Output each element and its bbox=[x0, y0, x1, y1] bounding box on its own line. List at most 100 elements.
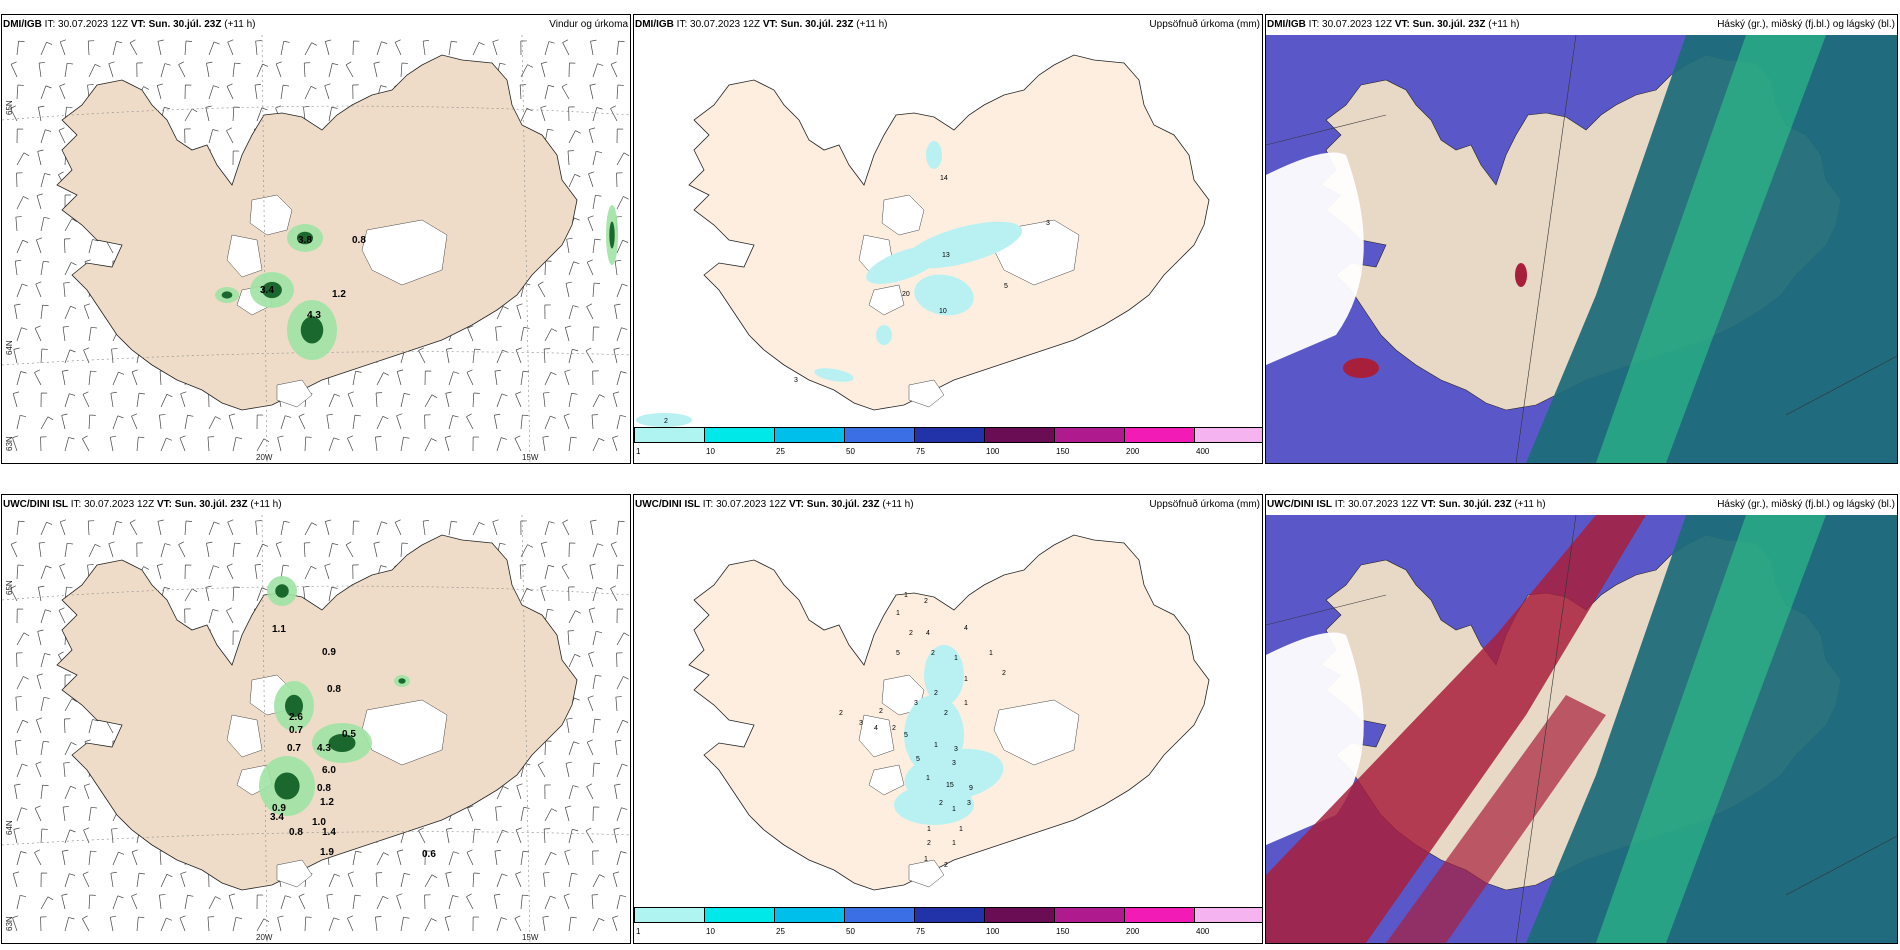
accum-value-label: 2 bbox=[944, 710, 948, 717]
wind-barb-flag bbox=[573, 261, 580, 265]
wind-barb-flag bbox=[595, 674, 602, 677]
coastline bbox=[56, 534, 578, 891]
wind-barb bbox=[585, 350, 594, 364]
wind-barb-flag bbox=[571, 872, 578, 875]
model-name: DMI/IGB bbox=[3, 19, 42, 30]
wind-barb-flag bbox=[334, 393, 341, 397]
wind-barb-flag bbox=[467, 325, 474, 329]
wind-barb-flag bbox=[397, 369, 404, 372]
wind-barb bbox=[35, 283, 42, 298]
precip-value-label: 4.3 bbox=[307, 310, 321, 321]
wind-barb bbox=[61, 415, 66, 430]
wind-barb-flag bbox=[311, 522, 318, 526]
wind-map: 1.1 0.9 0.8 2.6 0.7 0.5 0.7 4.3 6.0 1.2 0.8 0.9 1.0 3… bbox=[2, 515, 630, 943]
wind-barb bbox=[159, 851, 162, 866]
wind-barb bbox=[136, 917, 139, 932]
panel-dmi-wind: DMI/IGB IT: 30.07.2023 12Z VT: Sun. 30.j… bbox=[1, 14, 631, 464]
wind-barb-flag bbox=[613, 827, 620, 830]
wind-barb bbox=[178, 64, 186, 78]
wind-barb-flag bbox=[62, 849, 69, 852]
wind-barb-flag bbox=[43, 740, 50, 743]
wind-barb-flag bbox=[613, 391, 620, 394]
wind-barb-flag bbox=[212, 609, 219, 612]
colorbar-segment bbox=[774, 427, 845, 443]
wind-barb bbox=[568, 829, 573, 844]
colorbar-segment bbox=[984, 427, 1055, 443]
wind-barb-flag bbox=[396, 893, 403, 897]
wind-barb bbox=[394, 42, 402, 56]
graticule-line bbox=[1785, 835, 1897, 896]
wind-barb-flag bbox=[23, 632, 30, 637]
glacier bbox=[993, 699, 1080, 766]
wind-barb bbox=[616, 632, 625, 646]
precip-value-label: 0.8 bbox=[289, 827, 303, 838]
lat-label: 64N bbox=[5, 340, 14, 355]
wind-barb bbox=[208, 416, 216, 430]
wind-barb-flag bbox=[21, 763, 28, 767]
wind-barb bbox=[304, 917, 307, 932]
wind-barb-flag bbox=[71, 742, 77, 746]
wind-barb bbox=[612, 917, 618, 932]
wind-barb bbox=[64, 437, 69, 452]
wind-barb bbox=[520, 588, 528, 602]
wind-barb-flag bbox=[515, 391, 522, 395]
wind-barb-flag bbox=[397, 849, 404, 852]
wind-barb-flag bbox=[67, 542, 74, 545]
wind-barb bbox=[207, 917, 210, 932]
wind-barb bbox=[568, 261, 574, 276]
wind-barb-flag bbox=[69, 349, 76, 353]
wind-barb bbox=[40, 785, 43, 800]
wind-barb-flag bbox=[94, 544, 101, 548]
wind-barb bbox=[612, 437, 618, 452]
wind-barb bbox=[62, 807, 66, 822]
wind-barb-flag bbox=[375, 916, 382, 918]
wind-barb-flag bbox=[347, 391, 354, 395]
accum-value-label: 1 bbox=[964, 676, 968, 683]
wind-barb-flag bbox=[23, 152, 30, 157]
wind-barb bbox=[614, 741, 618, 756]
panel-subtitle: Háský (gr.), miðský (fj.bl.) og lágský (… bbox=[1717, 19, 1895, 30]
colorbar-tick-label: 150 bbox=[1056, 447, 1070, 456]
wind-barb-flag bbox=[594, 238, 601, 241]
wind-barb bbox=[112, 41, 117, 56]
wind-barb-flag bbox=[395, 519, 401, 523]
wind-barb bbox=[228, 415, 234, 430]
wind-barb-flag bbox=[84, 783, 90, 787]
wind-barb-flag bbox=[324, 563, 331, 567]
wind-barb-flag bbox=[310, 86, 317, 90]
wind-barb bbox=[610, 588, 618, 602]
wind-barb bbox=[254, 85, 258, 100]
wind-barb bbox=[543, 873, 546, 888]
wind-barb-flag bbox=[47, 896, 54, 901]
wind-barb bbox=[16, 851, 22, 866]
wind-barb-flag bbox=[501, 393, 508, 397]
wind-barb bbox=[280, 41, 285, 56]
wind-barb-flag bbox=[164, 543, 171, 546]
wind-barb bbox=[588, 609, 594, 624]
wind-barb-flag bbox=[60, 39, 66, 43]
wind-barb bbox=[304, 566, 312, 580]
colorbar-tick-label: 1 bbox=[636, 927, 641, 936]
colorbar-segment bbox=[704, 427, 775, 443]
wind-barb bbox=[16, 196, 24, 210]
wind-barb-flag bbox=[514, 915, 521, 919]
wind-barb-flag bbox=[623, 196, 629, 200]
graticule-line bbox=[521, 515, 531, 943]
wind-barb bbox=[586, 306, 594, 320]
wind-barb-flag bbox=[226, 127, 232, 131]
accum-value-label: 3 bbox=[794, 377, 798, 384]
wind-barb-flag bbox=[36, 237, 43, 241]
wind-barb bbox=[585, 830, 594, 844]
wind-barb-flag bbox=[347, 871, 354, 875]
wind-barb bbox=[256, 918, 265, 932]
wind-barb-flag bbox=[380, 85, 387, 88]
wind-barb-flag bbox=[572, 349, 579, 352]
wind-barb bbox=[159, 415, 162, 430]
wind-barb-flag bbox=[423, 519, 430, 522]
wind-barb-flag bbox=[551, 808, 558, 812]
wind-barb bbox=[568, 741, 574, 756]
wind-barb bbox=[352, 851, 356, 866]
wind-barb bbox=[537, 284, 546, 298]
accum-value-label: 2 bbox=[892, 725, 896, 732]
wind-barb bbox=[110, 873, 114, 888]
